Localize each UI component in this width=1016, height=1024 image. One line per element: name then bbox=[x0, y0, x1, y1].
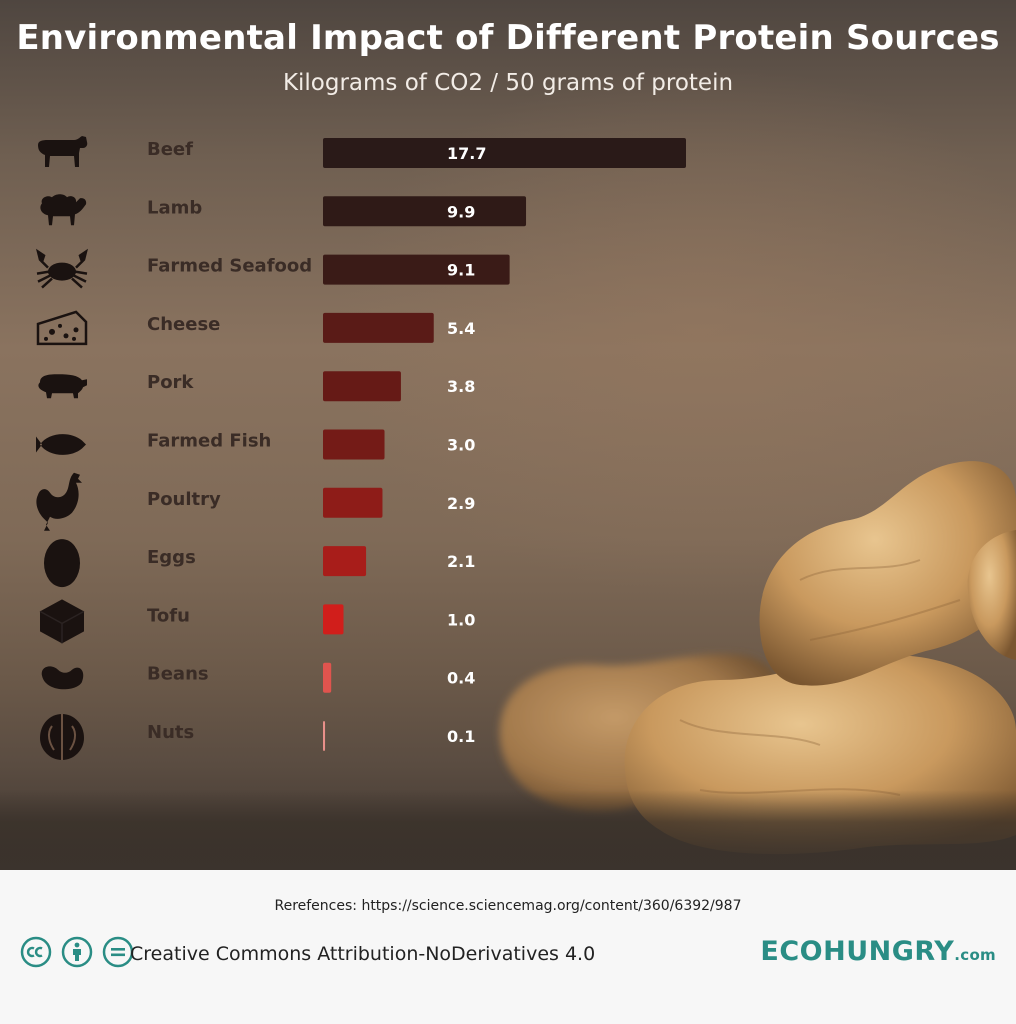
value-label: 3.0 bbox=[447, 436, 475, 455]
bar bbox=[323, 662, 332, 693]
pig-icon bbox=[38, 374, 87, 399]
category-label: Beef bbox=[147, 139, 193, 160]
value-label: 2.1 bbox=[447, 552, 475, 571]
category-label: Eggs bbox=[147, 547, 196, 568]
category-label: Farmed Seafood bbox=[147, 256, 312, 277]
brand-logo: ECOHUNGRY.com bbox=[760, 936, 996, 967]
fish-icon bbox=[36, 434, 86, 455]
bar bbox=[323, 312, 434, 343]
chart-subtitle: Kilograms of CO2 / 50 grams of protein bbox=[282, 70, 734, 96]
bar bbox=[323, 546, 367, 577]
chart-title: Environmental Impact of Different Protei… bbox=[16, 18, 1000, 58]
footer: Rerefences: https://science.sciencemag.o… bbox=[0, 870, 1016, 1024]
category-label: Beans bbox=[147, 664, 209, 685]
value-label: 0.1 bbox=[447, 727, 475, 746]
cc-icon bbox=[20, 936, 52, 968]
value-label: 9.1 bbox=[447, 261, 475, 280]
value-label: 5.4 bbox=[447, 319, 475, 338]
category-label: Pork bbox=[147, 372, 194, 393]
ground-surface bbox=[0, 790, 1016, 870]
bar-chart: Beef 17.7 Lamb 9.9 Farmed Seafood 9.1 Cheese 5.… bbox=[36, 136, 686, 760]
value-label: 1.0 bbox=[447, 610, 475, 629]
category-label: Lamb bbox=[147, 197, 202, 218]
bar bbox=[323, 196, 527, 227]
tofu-icon bbox=[39, 599, 85, 644]
bean-icon bbox=[41, 666, 84, 690]
category-label: Cheese bbox=[147, 314, 220, 335]
bar bbox=[323, 487, 383, 518]
value-label: 9.9 bbox=[447, 202, 475, 221]
noderivatives-icon bbox=[102, 936, 134, 968]
cow-icon bbox=[38, 136, 88, 167]
category-label: Farmed Fish bbox=[147, 431, 271, 452]
category-label: Nuts bbox=[147, 722, 194, 743]
bar bbox=[323, 721, 326, 751]
sheep-icon bbox=[40, 194, 87, 226]
egg-icon bbox=[44, 539, 80, 588]
chicken-icon bbox=[36, 472, 82, 531]
bar bbox=[323, 371, 401, 402]
references-text: Rerefences: https://science.sciencemag.o… bbox=[274, 898, 742, 914]
bar bbox=[323, 138, 686, 168]
crab-icon bbox=[36, 248, 88, 289]
value-label: 0.4 bbox=[447, 669, 475, 688]
walnut-icon bbox=[40, 714, 84, 760]
cheese-icon bbox=[36, 310, 88, 346]
bar bbox=[323, 429, 385, 460]
license-text: Creative Commons Attribution-NoDerivativ… bbox=[130, 943, 596, 965]
category-label: Poultry bbox=[147, 489, 221, 510]
license-icons bbox=[20, 936, 138, 968]
bar bbox=[323, 254, 510, 285]
value-label: 2.9 bbox=[447, 494, 475, 513]
bar bbox=[323, 604, 344, 635]
value-label: 17.7 bbox=[447, 144, 486, 163]
value-label: 3.8 bbox=[447, 377, 475, 396]
brand-name: ECOHUNGRY bbox=[760, 936, 955, 967]
attribution-icon bbox=[61, 936, 93, 968]
brand-suffix: .com bbox=[954, 946, 996, 964]
category-label: Tofu bbox=[147, 605, 190, 626]
